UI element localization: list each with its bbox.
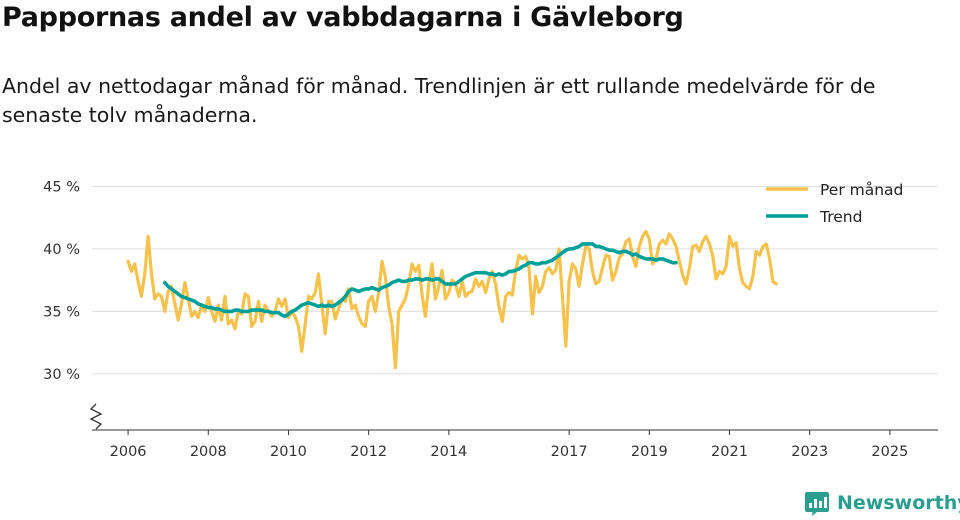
series-line-trend: [163, 242, 678, 319]
y-tick-label: 45 %: [43, 179, 80, 195]
legend: Per månad Trend: [766, 181, 903, 226]
y-tick-label: 40 %: [43, 242, 80, 258]
x-tick-label: 2008: [190, 444, 227, 460]
y-tick-label: 30 %: [43, 367, 80, 383]
newsworthy-logo-icon: [805, 492, 829, 516]
y-tick-label: 35 %: [43, 304, 80, 320]
x-axis: [89, 403, 938, 431]
chart-subtitle: Andel av nettodagar månad för månad. Tre…: [2, 74, 876, 127]
series: [126, 229, 778, 370]
axis-break-icon: [89, 403, 103, 430]
x-tick-label: 2010: [270, 444, 307, 460]
x-tick-label: 2023: [791, 444, 828, 460]
series-line-per-manad: [126, 229, 778, 370]
legend-label-per-manad: Per månad: [820, 181, 903, 199]
x-tick-label: 2014: [430, 444, 467, 460]
x-tick-label: 2006: [110, 444, 147, 460]
x-tick-label: 2021: [711, 444, 748, 460]
chart-title: Pappornas andel av vabbdagarna i Gävlebo…: [2, 2, 684, 33]
x-tick-label: 2019: [631, 444, 668, 460]
x-tick-label: 2017: [551, 444, 588, 460]
x-tick-label: 2025: [871, 444, 908, 460]
legend-label-trend: Trend: [819, 208, 862, 226]
x-tick-label: 2012: [350, 444, 387, 460]
brand-logo: Newsworthy: [803, 488, 960, 518]
x-axis-labels: 2006 2008 2010 2012 2014 2017 2019 2021 2023 2025: [110, 430, 908, 460]
y-axis-labels: 30 % 35 % 40 % 45 %: [43, 179, 80, 382]
brand-name: Newsworthy: [837, 492, 960, 514]
